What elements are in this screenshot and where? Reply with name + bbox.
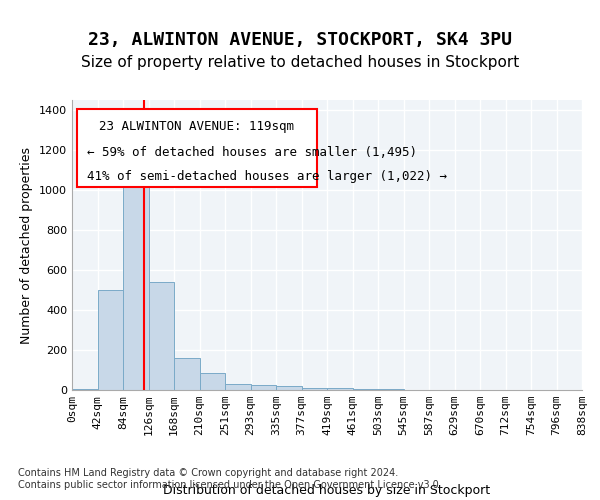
Bar xyxy=(353,389,378,390)
Bar xyxy=(72,389,97,390)
Bar xyxy=(327,388,353,390)
Text: 41% of semi-detached houses are larger (1,022) →: 41% of semi-detached houses are larger (… xyxy=(88,170,448,182)
Text: 23 ALWINTON AVENUE: 119sqm: 23 ALWINTON AVENUE: 119sqm xyxy=(100,120,295,134)
Bar xyxy=(225,384,251,390)
Bar xyxy=(251,385,276,390)
Text: 23, ALWINTON AVENUE, STOCKPORT, SK4 3PU: 23, ALWINTON AVENUE, STOCKPORT, SK4 3PU xyxy=(88,31,512,49)
Bar xyxy=(97,290,123,390)
X-axis label: Distribution of detached houses by size in Stockport: Distribution of detached houses by size … xyxy=(163,484,491,497)
Bar xyxy=(123,158,149,390)
Y-axis label: Number of detached properties: Number of detached properties xyxy=(20,146,34,344)
Bar xyxy=(149,282,174,390)
Bar xyxy=(199,373,225,390)
Bar xyxy=(276,386,302,390)
Text: Size of property relative to detached houses in Stockport: Size of property relative to detached ho… xyxy=(81,55,519,70)
Text: Contains HM Land Registry data © Crown copyright and database right 2024.: Contains HM Land Registry data © Crown c… xyxy=(18,468,398,477)
Text: ← 59% of detached houses are smaller (1,495): ← 59% of detached houses are smaller (1,… xyxy=(88,146,418,160)
FancyBboxPatch shape xyxy=(77,108,317,187)
Bar xyxy=(302,388,327,390)
Text: Contains public sector information licensed under the Open Government Licence v3: Contains public sector information licen… xyxy=(18,480,442,490)
Bar xyxy=(174,358,199,390)
